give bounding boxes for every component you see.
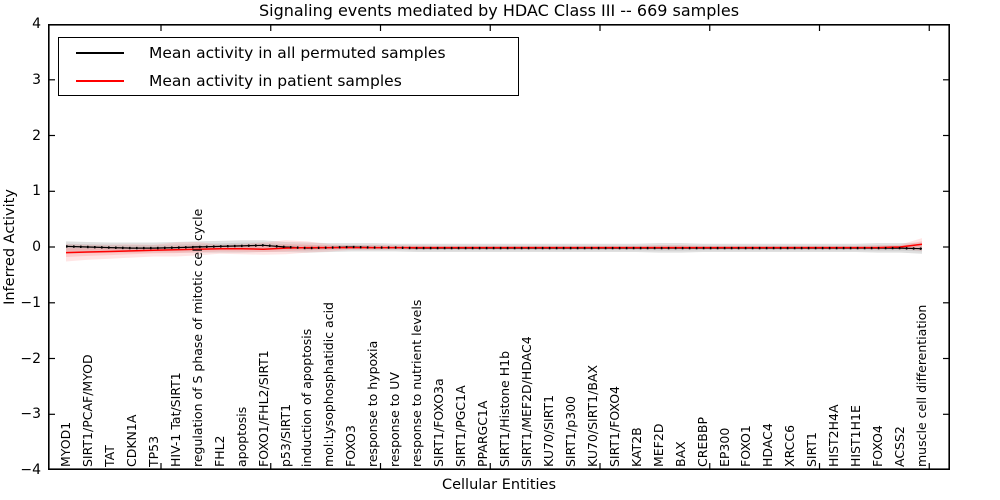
y-tick-label: −3 xyxy=(20,406,41,423)
x-tick-label: KU70/SIRT1/BAX xyxy=(584,364,600,467)
x-tick-label: FOXO3 xyxy=(343,425,359,467)
x-axis-label: Cellular Entities xyxy=(441,477,557,493)
y-tick-label: −2 xyxy=(20,350,41,367)
x-tick-label: FOXO4 xyxy=(870,425,886,467)
x-tick-label: response to UV xyxy=(387,372,403,467)
x-tick-label: HIST1H1E xyxy=(848,405,864,467)
x-tick-label: SIRT1/p300 xyxy=(562,396,578,467)
x-tick-label: BAX xyxy=(672,441,688,467)
plot-area xyxy=(48,24,950,470)
y-tick-label: −1 xyxy=(20,294,41,311)
x-tick-label: SIRT1/PGC1A xyxy=(453,385,469,467)
x-tick-label: HIV-1 Tat/SIRT1 xyxy=(167,372,183,467)
y-tick-label: 1 xyxy=(32,183,41,200)
legend-label-patient: Mean activity in patient samples xyxy=(149,71,402,90)
x-tick-label: FHL2 xyxy=(211,435,227,467)
x-tick-label: PPARGC1A xyxy=(475,400,491,467)
patient-line-sample xyxy=(76,79,124,82)
x-tick-label: FOXO1 xyxy=(738,425,754,467)
patient-band-inner xyxy=(66,241,922,257)
x-tick-label: response to nutrient levels xyxy=(409,299,425,467)
axis-ticks xyxy=(48,24,950,470)
legend: Mean activity in all permuted samples Me… xyxy=(58,37,519,96)
x-tick-label: apoptosis xyxy=(233,406,249,467)
x-tick-label: SIRT1 xyxy=(804,432,820,467)
x-tick-label: XRCC6 xyxy=(782,424,798,467)
chart-title: Signaling events mediated by HDAC Class … xyxy=(258,1,740,20)
x-tick-label: TAT xyxy=(101,445,117,467)
x-tick-label: MYOD1 xyxy=(58,421,73,467)
x-tick-label: response to hypoxia xyxy=(365,340,381,467)
x-tick-label: CDKN1A xyxy=(123,414,139,467)
x-tick-label: HDAC4 xyxy=(760,423,776,467)
legend-row-patient: Mean activity in patient samples xyxy=(59,67,518,94)
x-tick-label: induction of apoptosis xyxy=(299,328,315,467)
x-tick-label: mol:Lysophosphatidic acid xyxy=(321,302,337,467)
x-tick-label: ACSS2 xyxy=(892,426,908,467)
y-tick-label: 2 xyxy=(32,127,41,144)
permuted-line-sample xyxy=(76,51,124,54)
x-tick-label: regulation of S phase of mitotic cell cy… xyxy=(189,208,205,467)
x-tick-label: SIRT1/FOXO3a xyxy=(431,378,447,467)
x-tick-label: FOXO1/FHL2/SIRT1 xyxy=(255,350,271,467)
x-tick-label: SIRT1/FOXO4 xyxy=(606,386,622,467)
y-tick-label: 0 xyxy=(32,239,41,255)
x-tick-label: KAT2B xyxy=(628,427,644,467)
legend-row-permuted: Mean activity in all permuted samples xyxy=(59,39,518,66)
legend-label-permuted: Mean activity in all permuted samples xyxy=(149,43,446,62)
x-tick-label: EP300 xyxy=(716,427,732,467)
x-tick-label: SIRT1/Histone H1b xyxy=(497,350,512,467)
y-tick-label: 3 xyxy=(32,71,41,88)
y-tick-label: −4 xyxy=(20,462,41,478)
x-tick-label: KU70/SIRT1 xyxy=(540,394,556,467)
x-tick-label: SIRT1/PCAF/MYOD xyxy=(80,354,95,467)
x-tick-label: p53/SIRT1 xyxy=(277,403,293,467)
permuted-mean-markers xyxy=(65,244,923,250)
x-tick-label: MEF2D xyxy=(650,423,666,467)
x-tick-label: TP53 xyxy=(145,435,161,467)
x-tick-label: HIST2H4A xyxy=(826,404,842,467)
patient-band-outer xyxy=(66,238,922,262)
y-tick-label: 4 xyxy=(32,16,41,32)
x-tick-label: muscle cell differentiation xyxy=(914,304,929,467)
x-tick-label: SIRT1/MEF2D/HDAC4 xyxy=(518,336,534,467)
x-tick-label: CREBBP xyxy=(694,417,710,467)
